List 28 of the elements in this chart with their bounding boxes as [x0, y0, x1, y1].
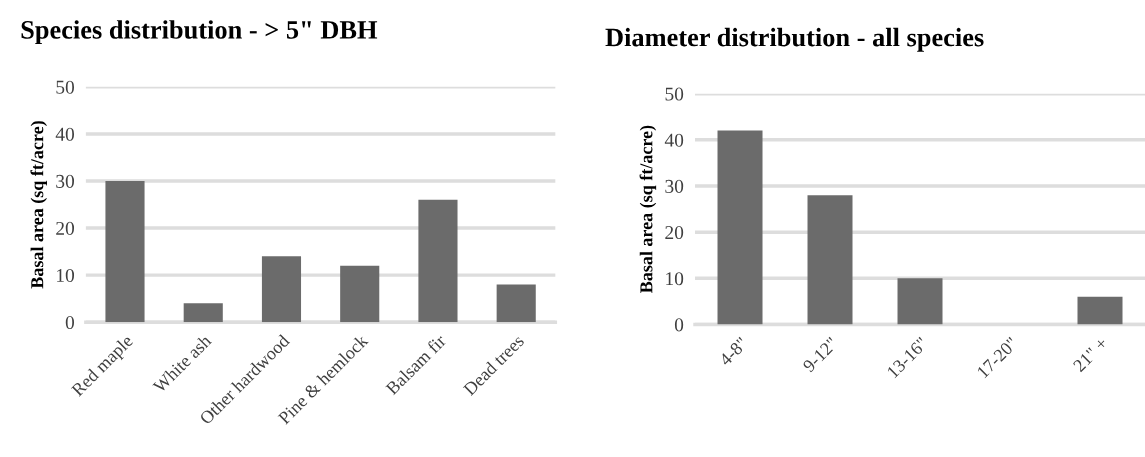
y-tick-label: 40	[55, 127, 75, 141]
y-tick-label: 20	[665, 225, 684, 240]
y-tick-label: 30	[56, 174, 75, 188]
bar	[105, 180, 145, 323]
bar	[807, 195, 853, 325]
y-tick-label: 50	[665, 87, 684, 101]
bar	[897, 278, 943, 325]
y-axis-title: Basal area (sq ft/acre)	[30, 121, 47, 289]
y-axis-title: Basal area (sq ft/acre)	[639, 125, 657, 293]
bar	[496, 284, 536, 323]
y-tick-label: 40	[664, 133, 684, 147]
y-tick-label: 0	[674, 318, 684, 332]
y-tick-label: 20	[56, 221, 75, 235]
bar	[340, 265, 380, 323]
y-tick-label: 30	[665, 179, 684, 193]
y-tick-label: 50	[56, 80, 75, 94]
bar	[1077, 296, 1123, 325]
chart-title: Diameter distribution - all species	[605, 27, 984, 52]
x-tick-label: 21" +	[1072, 336, 1109, 373]
bar	[261, 256, 302, 323]
y-tick-label: 10	[666, 272, 684, 286]
x-tick-label: 4-8"	[718, 336, 749, 367]
y-tick-label: 10	[57, 268, 75, 283]
bar	[717, 130, 763, 325]
y-tick-label: 0	[65, 316, 75, 330]
bar	[418, 199, 458, 323]
chart-title: Species distribution - > 5" DBH	[21, 20, 378, 45]
bar	[183, 303, 223, 323]
